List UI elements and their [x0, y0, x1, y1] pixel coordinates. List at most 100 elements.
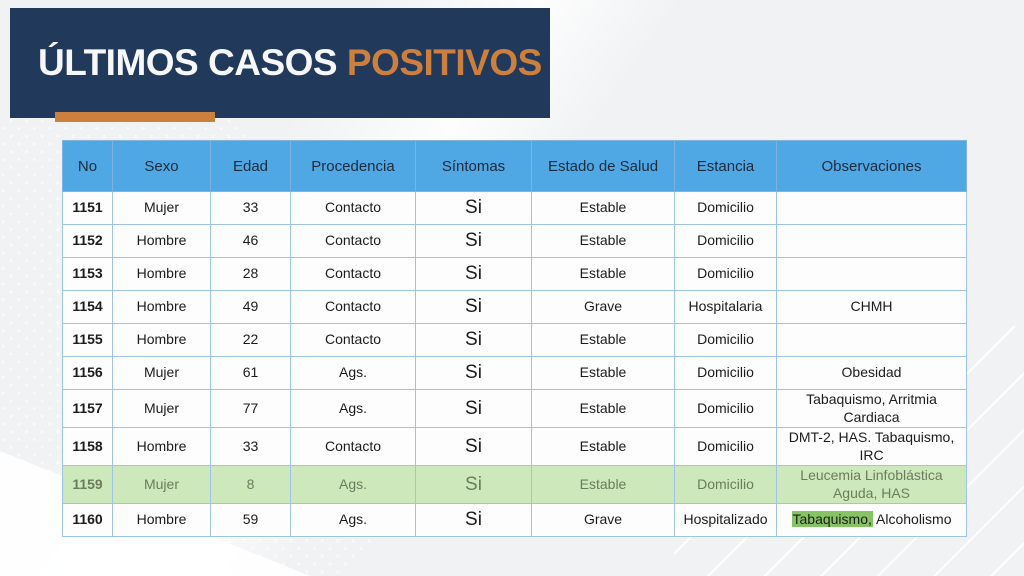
cell-estancia: Domicilio	[674, 323, 777, 357]
table-row: 1152 Hombre 46 Contacto Si Estable Domicilio	[62, 224, 967, 258]
cell-estado: Grave	[531, 290, 675, 324]
table-header-row: No Sexo Edad Procedencia Síntomas Estado de S…	[62, 140, 967, 192]
cell-sexo: Mujer	[112, 356, 211, 390]
cell-estancia: Domicilio	[674, 389, 777, 428]
cell-procedencia: Contacto	[290, 224, 416, 258]
cell-procedencia: Ags.	[290, 389, 416, 428]
column-header-edad: Edad	[210, 140, 291, 192]
cell-no: 1153	[62, 257, 113, 291]
cell-procedencia: Ags.	[290, 465, 416, 504]
cell-edad: 61	[210, 356, 291, 390]
table-row: 1157 Mujer 77 Ags. Si Estable Domicilio Tabaqui…	[62, 389, 967, 428]
cell-no: 1155	[62, 323, 113, 357]
cell-sexo: Mujer	[112, 465, 211, 504]
cell-sexo: Hombre	[112, 224, 211, 258]
column-header-sexo: Sexo	[112, 140, 211, 192]
cell-no: 1160	[62, 503, 113, 537]
cell-observaciones: Tabaquismo, Arritmia Cardiaca	[776, 389, 967, 428]
title-banner: ÚLTIMOS CASOS POSITIVOS	[10, 8, 550, 118]
cell-estado: Estable	[531, 224, 675, 258]
cell-sexo: Hombre	[112, 323, 211, 357]
cell-estado: Estable	[531, 356, 675, 390]
cell-sexo: Hombre	[112, 503, 211, 537]
column-header-estancia: Estancia	[674, 140, 777, 192]
cell-observaciones: CHMH	[776, 290, 967, 324]
title-accent: POSITIVOS	[346, 42, 542, 83]
cell-sintomas: Si	[415, 427, 532, 466]
cell-procedencia: Contacto	[290, 427, 416, 466]
cell-procedencia: Ags.	[290, 356, 416, 390]
table-row: 1159 Mujer 8 Ags. Si Estable Domicilio Leucemia…	[62, 465, 967, 504]
cell-sintomas: Si	[415, 503, 532, 537]
cell-no: 1158	[62, 427, 113, 466]
cell-estancia: Domicilio	[674, 257, 777, 291]
cell-estancia: Domicilio	[674, 224, 777, 258]
cell-observaciones	[776, 191, 967, 225]
cell-sintomas: Si	[415, 290, 532, 324]
cell-observaciones: Obesidad	[776, 356, 967, 390]
cell-no: 1156	[62, 356, 113, 390]
cell-estancia: Hospitalaria	[674, 290, 777, 324]
cases-table: No Sexo Edad Procedencia Síntomas Estado de S…	[62, 140, 967, 537]
cell-sintomas: Si	[415, 257, 532, 291]
cell-estado: Estable	[531, 257, 675, 291]
cell-observaciones: Tabaquismo, Alcoholismo	[776, 503, 967, 537]
cell-sintomas: Si	[415, 191, 532, 225]
cell-observaciones	[776, 323, 967, 357]
cell-estancia: Domicilio	[674, 427, 777, 466]
cell-sexo: Hombre	[112, 290, 211, 324]
cell-sexo: Mujer	[112, 191, 211, 225]
table-row: 1151 Mujer 33 Contacto Si Estable Domicilio	[62, 191, 967, 225]
cell-estancia: Domicilio	[674, 356, 777, 390]
title-primary: ÚLTIMOS CASOS	[38, 42, 338, 83]
cell-procedencia: Contacto	[290, 257, 416, 291]
cell-no: 1154	[62, 290, 113, 324]
cell-sintomas: Si	[415, 465, 532, 504]
table-row: 1153 Hombre 28 Contacto Si Estable Domicilio	[62, 257, 967, 291]
cell-edad: 28	[210, 257, 291, 291]
table-row: 1155 Hombre 22 Contacto Si Estable Domicilio	[62, 323, 967, 357]
cell-estancia: Domicilio	[674, 191, 777, 225]
table-row: 1160 Hombre 59 Ags. Si Grave Hospitalizado Taba…	[62, 503, 967, 537]
cell-sintomas: Si	[415, 323, 532, 357]
cell-sintomas: Si	[415, 356, 532, 390]
cell-estado: Estable	[531, 191, 675, 225]
cell-procedencia: Contacto	[290, 191, 416, 225]
cell-edad: 22	[210, 323, 291, 357]
cell-estancia: Domicilio	[674, 465, 777, 504]
cell-no: 1157	[62, 389, 113, 428]
cell-edad: 33	[210, 191, 291, 225]
cell-procedencia: Contacto	[290, 290, 416, 324]
cell-edad: 77	[210, 389, 291, 428]
cell-edad: 49	[210, 290, 291, 324]
table-row: 1156 Mujer 61 Ags. Si Estable Domicilio Obesida…	[62, 356, 967, 390]
column-header-procedencia: Procedencia	[290, 140, 416, 192]
cell-no: 1159	[62, 465, 113, 504]
cell-edad: 46	[210, 224, 291, 258]
table-row: 1154 Hombre 49 Contacto Si Grave Hospitalaria C…	[62, 290, 967, 324]
cell-estado: Estable	[531, 465, 675, 504]
cell-sintomas: Si	[415, 389, 532, 428]
cell-no: 1152	[62, 224, 113, 258]
cell-estancia: Hospitalizado	[674, 503, 777, 537]
column-header-no: No	[62, 140, 113, 192]
cell-no: 1151	[62, 191, 113, 225]
cell-estado: Estable	[531, 427, 675, 466]
page-title: ÚLTIMOS CASOS POSITIVOS	[38, 42, 542, 84]
cell-sexo: Hombre	[112, 427, 211, 466]
cell-edad: 8	[210, 465, 291, 504]
column-header-sintomas: Síntomas	[415, 140, 532, 192]
cell-observaciones: Leucemia Linfoblástica Aguda, HAS	[776, 465, 967, 504]
marker-highlight: Tabaquismo,	[791, 511, 873, 528]
cell-observaciones	[776, 257, 967, 291]
cell-edad: 59	[210, 503, 291, 537]
observaciones-rest: Alcoholismo	[872, 511, 952, 528]
cell-estado: Grave	[531, 503, 675, 537]
cell-observaciones: DMT-2, HAS. Tabaquismo, IRC	[776, 427, 967, 466]
cell-procedencia: Ags.	[290, 503, 416, 537]
cell-estado: Estable	[531, 389, 675, 428]
column-header-observaciones: Observaciones	[776, 140, 967, 192]
cell-sintomas: Si	[415, 224, 532, 258]
table-row: 1158 Hombre 33 Contacto Si Estable Domicilio DM…	[62, 427, 967, 466]
